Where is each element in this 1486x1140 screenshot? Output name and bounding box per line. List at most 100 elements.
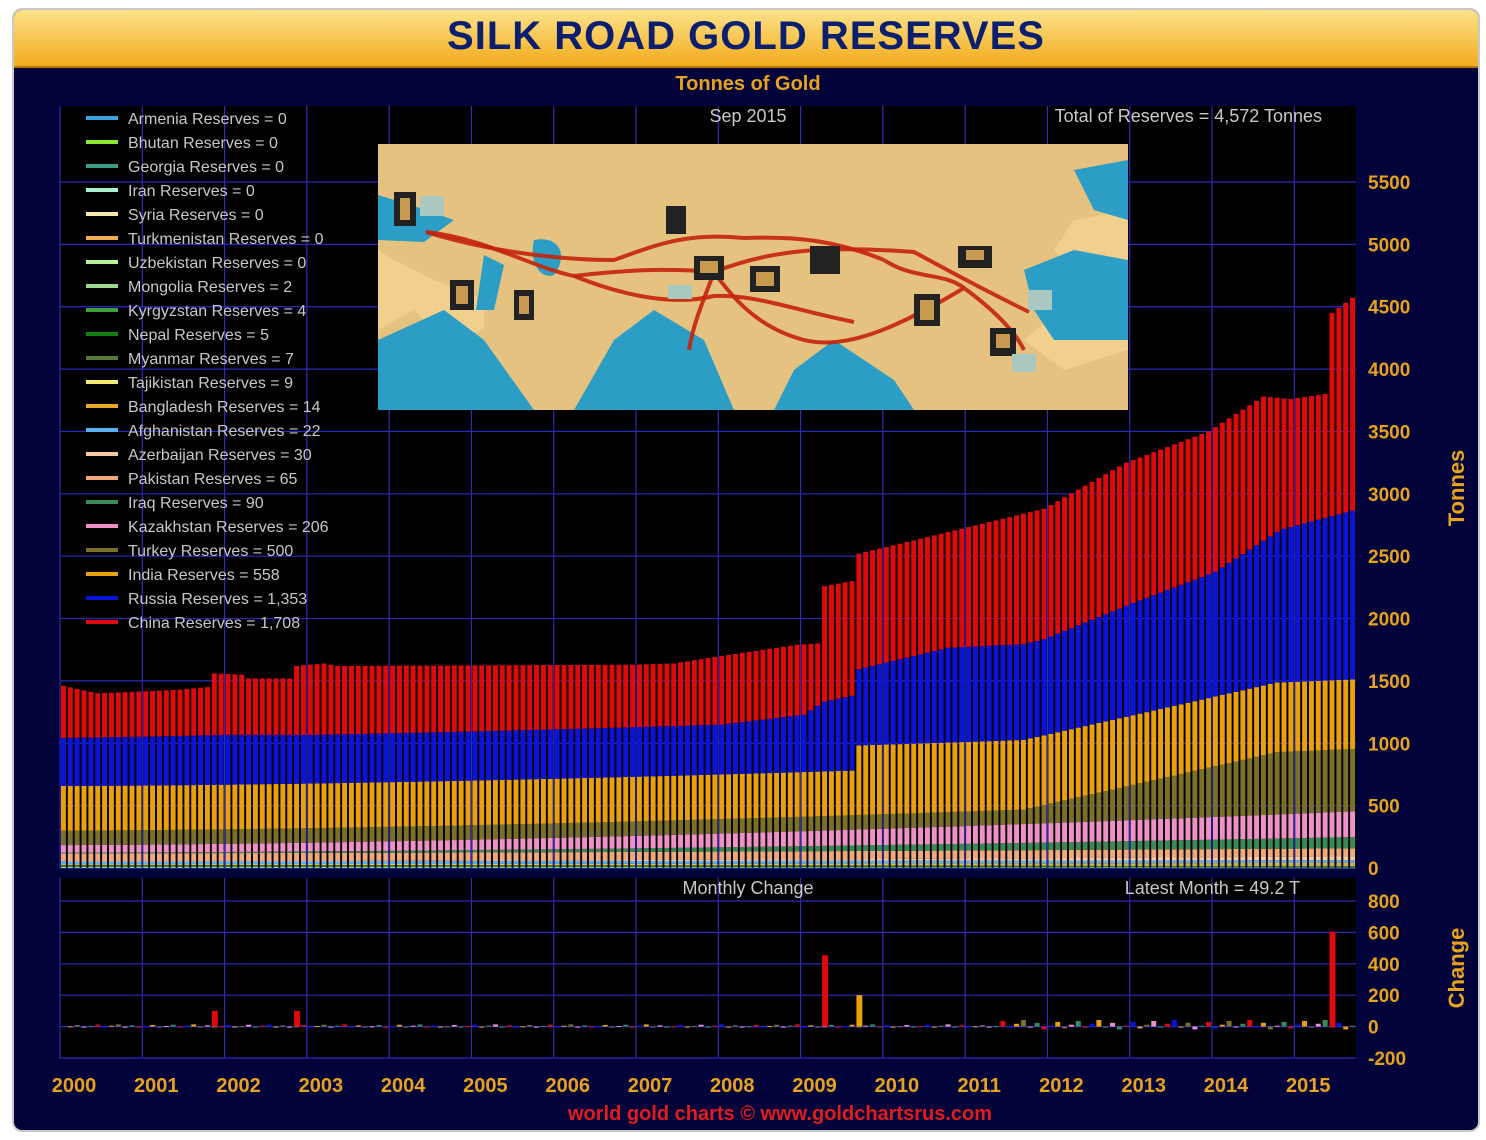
bar-segment-russia <box>376 733 382 783</box>
bar-segment-afghanistan <box>451 861 457 864</box>
bar-segment-india <box>177 785 183 830</box>
bar-segment-nepal <box>1062 866 1068 867</box>
bar-segment-china <box>897 543 903 660</box>
bar-segment-iraq <box>342 851 348 853</box>
bar-segment-turkey <box>1274 752 1280 815</box>
bar-segment-india <box>1110 719 1116 790</box>
bar-segment-mongolia <box>691 867 697 868</box>
bar-segment-china <box>486 665 492 732</box>
bar-segment-myanmar <box>1137 865 1143 867</box>
change-bar <box>863 1025 869 1027</box>
bar-segment-turkey <box>602 822 608 837</box>
bar-segment-iraq <box>1144 840 1150 850</box>
bar-segment-kazakhstan <box>1020 824 1026 843</box>
bar-segment-tajikistan <box>396 864 402 866</box>
bar-segment-russia <box>678 725 684 776</box>
bar-segment-afghanistan <box>163 861 169 865</box>
bar-segment-iraq <box>81 852 87 854</box>
bar-segment-iraq <box>1260 838 1266 849</box>
bar-segment-tajikistan <box>760 864 766 866</box>
change-bar <box>362 1026 368 1028</box>
bar-segment-india <box>719 774 725 820</box>
bar-segment-afghanistan <box>314 861 320 865</box>
bar-segment-china <box>588 664 594 729</box>
bar-segment-bangladesh <box>60 864 66 865</box>
bar-segment-tajikistan <box>1233 864 1239 866</box>
change-bar <box>335 1025 341 1027</box>
bar-segment-turkey <box>609 822 615 837</box>
bar-segment-kazakhstan <box>863 829 869 846</box>
bar-segment-china <box>1254 400 1260 546</box>
bar-segment-pakistan <box>1308 848 1314 857</box>
bar-segment-nepal <box>239 865 245 867</box>
bar-segment-india <box>1089 724 1095 795</box>
bar-segment-china <box>177 689 183 736</box>
bar-segment-iraq <box>1020 842 1026 851</box>
bar-segment-bangladesh <box>355 864 361 865</box>
bar-segment-pakistan <box>259 853 265 862</box>
bar-segment-turkey <box>444 825 450 841</box>
bar-segment-china <box>184 689 190 736</box>
change-bar <box>1219 1024 1225 1027</box>
bar-segment-russia <box>643 726 649 777</box>
bar-segment-iraq <box>390 850 396 853</box>
bar-segment-iraq <box>1048 842 1054 851</box>
bar-segment-afghanistan <box>335 861 341 865</box>
bar-segment-afghanistan <box>1233 860 1239 864</box>
bar-segment-china <box>1082 485 1088 623</box>
bar-segment-bangladesh <box>451 863 457 865</box>
bar-segment-tajikistan <box>129 864 135 866</box>
bar-segment-azerbaijan <box>568 860 574 862</box>
bar-segment-myanmar <box>95 864 101 866</box>
bar-segment-china <box>1343 302 1349 513</box>
bar-segment-india <box>609 777 615 822</box>
bar-segment-turkey <box>177 829 183 845</box>
bar-segment-azerbaijan <box>698 859 704 861</box>
bar-segment-russia <box>753 720 759 774</box>
bar-segment-nepal <box>1000 866 1006 867</box>
bar-segment-china <box>1219 422 1225 568</box>
bar-segment-azerbaijan <box>403 860 409 862</box>
bar-segment-pakistan <box>1020 850 1026 859</box>
x-tick-label: 2002 <box>216 1075 261 1097</box>
bar-segment-myanmar <box>712 865 718 867</box>
bar-segment-tajikistan <box>1068 864 1074 866</box>
bar-segment-mongolia <box>1274 867 1280 869</box>
bar-segment-bangladesh <box>198 864 204 865</box>
bar-segment-afghanistan <box>1158 860 1164 864</box>
bar-segment-azerbaijan <box>108 861 114 862</box>
bar-segment-turkey <box>650 820 656 836</box>
bar-segment-azerbaijan <box>444 860 450 862</box>
change-bar-notable <box>294 1010 301 1027</box>
bar-segment-mongolia <box>122 866 128 868</box>
bar-segment-bangladesh <box>794 863 800 865</box>
bar-segment-russia <box>294 734 300 784</box>
bar-segment-myanmar <box>726 865 732 867</box>
bar-segment-iraq <box>218 852 224 854</box>
bar-segment-pakistan <box>863 850 869 860</box>
bar-segment-bangladesh <box>122 864 128 865</box>
change-bar <box>163 1025 169 1027</box>
bar-segment-bangladesh <box>1082 863 1088 865</box>
bar-segment-bangladesh <box>630 863 636 865</box>
bar-segment-bangladesh <box>1233 863 1239 865</box>
bar-segment-pakistan <box>136 853 142 862</box>
bar-segment-kazakhstan <box>1068 822 1074 843</box>
y-tick-label: 3000 <box>1368 485 1410 506</box>
change-bar <box>1020 1020 1026 1027</box>
bar-segment-kyrgyzstan <box>335 866 341 867</box>
bar-segment-myanmar <box>1308 865 1314 867</box>
bar-segment-iraq <box>431 850 437 853</box>
bar-segment-china <box>876 548 882 665</box>
bar-segment-nepal <box>904 866 910 867</box>
bar-segment-china <box>342 665 348 735</box>
bar-segment-mongolia <box>355 866 361 868</box>
bar-segment-bangladesh <box>1062 863 1068 865</box>
bar-segment-azerbaijan <box>239 861 245 862</box>
bar-segment-azerbaijan <box>1185 857 1191 861</box>
bar-segment-pakistan <box>842 851 848 860</box>
bar-segment-nepal <box>396 865 402 867</box>
bar-segment-bangladesh <box>342 864 348 865</box>
bar-segment-kazakhstan <box>438 840 444 851</box>
bar-segment-india <box>863 745 869 815</box>
